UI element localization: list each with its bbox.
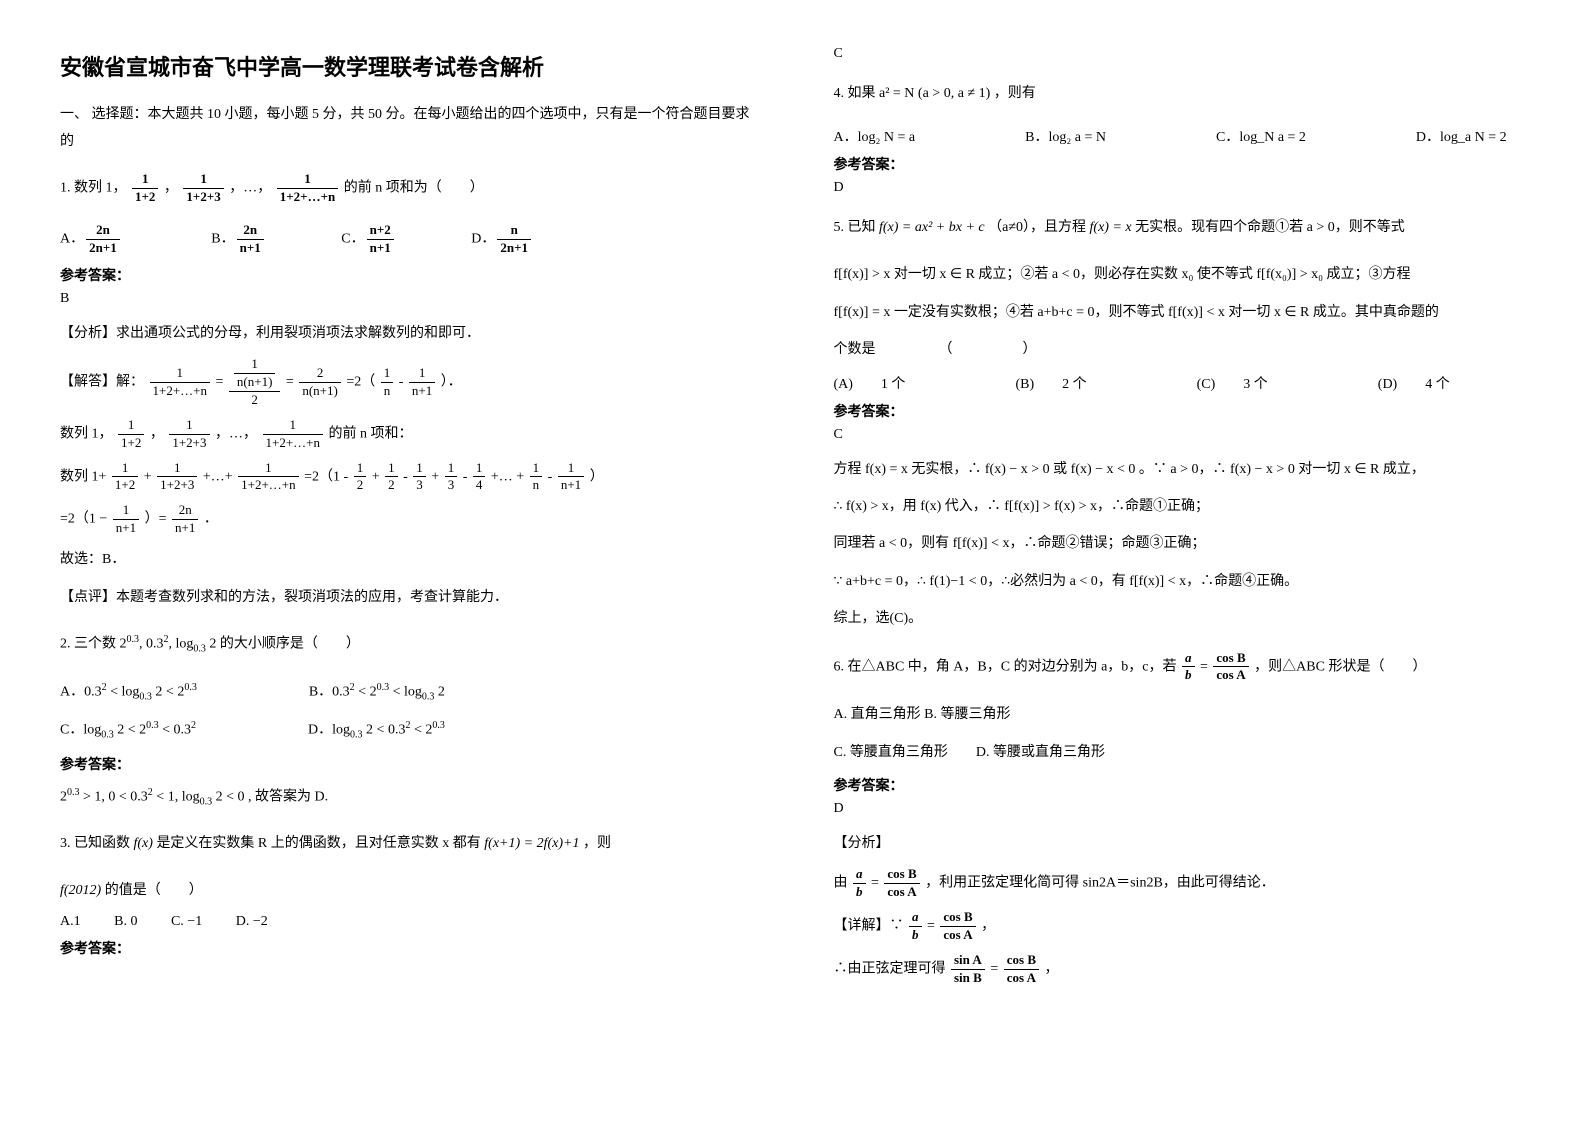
q1-solution-3: 数列 1+ 11+2 + 11+2+3 +…+ 11+2+…+n =2（1 - … — [60, 460, 754, 495]
answer-label: 参考答案： — [834, 401, 1528, 421]
q6-e2: ∴由正弦定理可得 sin Asin B = cos Bcos A ， — [834, 952, 1528, 987]
q5-e1: 方程 f(x) = x 无实根，∴ f(x) − x > 0 或 f(x) − … — [834, 455, 1528, 484]
q5-e3: 同理若 a < 0，则有 f[f(x)] < x，∴命题②错误；命题③正确； — [834, 529, 1528, 558]
q2-exp: 20.3 > 1, 0 < 0.32 < 1, log0.3 2 < 0 , 故… — [60, 782, 754, 812]
q5-e4: ∵ a+b+c = 0，∴ f(1)−1 < 0，∴必然归为 a < 0，有 f… — [834, 567, 1528, 596]
q1: 1. 数列 1， 11+2 ， 11+2+3 ，…， 11+2+…+n 的前 n… — [60, 171, 754, 206]
q6-e1: 由 ab = cos Bcos A ，利用正弦定理化简可得 sin2A＝sin2… — [834, 866, 1528, 901]
section-header: 一、 选择题：本大题共 10 小题，每小题 5 分，共 50 分。在每小题给出的… — [60, 102, 754, 155]
q6-answer: D — [834, 801, 1528, 817]
answer-label: 参考答案： — [60, 754, 754, 774]
q1-comment: 【点评】本题考查数列求和的方法，裂项消项法的应用，考查计算能力． — [60, 583, 754, 612]
q6-opt-ab: A. 直角三角形 B. 等腰三角形 — [834, 700, 1528, 729]
q5-l2: f[f(x)] > x 对一切 x ∈ R 成立；②若 a < 0，则必存在实数… — [834, 260, 1528, 289]
q5-e5: 综上，选(C)。 — [834, 604, 1528, 633]
q2-opts-ab: A．0.32 < log0.3 2 < 20.3 B．0.32 < 20.3 <… — [60, 677, 754, 707]
q6-opt-cd: C. 等腰直角三角形 D. 等腰或直角三角形 — [834, 738, 1528, 767]
q1-options: A．2n2n+1 B．2nn+1 C．n+2n+1 D．n2n+1 — [60, 222, 754, 257]
answer-label: 参考答案： — [834, 154, 1528, 174]
q3-options: A.1 B. 0 C. −1 D. −2 — [60, 914, 754, 930]
q1-solution-4: =2（1 − 1n+1 ）= 2nn+1 ． — [60, 502, 754, 537]
q5-stem: 5. 已知 f(x) = ax² + bx + c （a≠0），且方程 f(x)… — [834, 212, 1528, 244]
q4-stem: 4. 如果 a² = N (a > 0, a ≠ 1) ，则有 — [834, 78, 1528, 110]
q6-fx: 【分析】 — [834, 829, 1528, 858]
q1-stem-pre: 1. 数列 1， — [60, 181, 127, 196]
q3-line2: f(2012) 的值是（ ） — [60, 876, 754, 905]
q6-xj: 【详解】∵ ab = cos Bcos A ， — [834, 909, 1528, 944]
q5-l3: f[f(x)] = x 一定没有实数根；④若 a+b+c = 0，则不等式 f[… — [834, 298, 1528, 327]
q3-answer: C — [834, 46, 1528, 62]
answer-label: 参考答案： — [60, 265, 754, 285]
q5-l4: 个数是 （ ） — [834, 335, 1528, 364]
q1-analysis: 【分析】求出通项公式的分母，利用裂项消项法求解数列的和即可． — [60, 319, 754, 348]
answer-label: 参考答案： — [60, 938, 754, 958]
q2-opts-cd: C．log0.3 2 < 20.3 < 0.32 D．log0.3 2 < 0.… — [60, 715, 754, 745]
page-title: 安徽省宣城市奋飞中学高一数学理联考试卷含解析 — [60, 50, 754, 82]
q1-select: 故选：B． — [60, 545, 754, 574]
q3-stem: 3. 已知函数 f(x) 是定义在实数集 R 上的偶函数，且对任意实数 x 都有… — [60, 828, 754, 860]
q5-answer: C — [834, 427, 1528, 443]
q2-stem: 2. 三个数 20.3, 0.32, log0.3 2 的大小顺序是（ ） — [60, 628, 754, 661]
answer-label: 参考答案： — [834, 775, 1528, 795]
q1-solution-1: 【解答】解： 11+2+…+n = 1n(n+1) 2 = 2n(n+1) =2… — [60, 356, 754, 409]
q1-answer: B — [60, 291, 754, 307]
q6-stem: 6. 在△ABC 中，角 A，B，C 的对边分别为 a，b，c，若 ab = c… — [834, 650, 1528, 685]
q1-solution-2: 数列 1， 11+2 ， 11+2+3 ，…， 11+2+…+n 的前 n 项和… — [60, 417, 754, 452]
q4-answer: D — [834, 180, 1528, 196]
q4-options: A．log₂ N = a B．log₂ a = N C．log_N a = 2 … — [834, 126, 1528, 146]
q5-options: (A) 1 个 (B) 2 个 (C) 3 个 (D) 4 个 — [834, 373, 1528, 393]
frac: 11+2 — [132, 171, 158, 206]
q5-e2: ∴ f(x) > x，用 f(x) 代入，∴ f[f(x)] > f(x) > … — [834, 492, 1528, 521]
